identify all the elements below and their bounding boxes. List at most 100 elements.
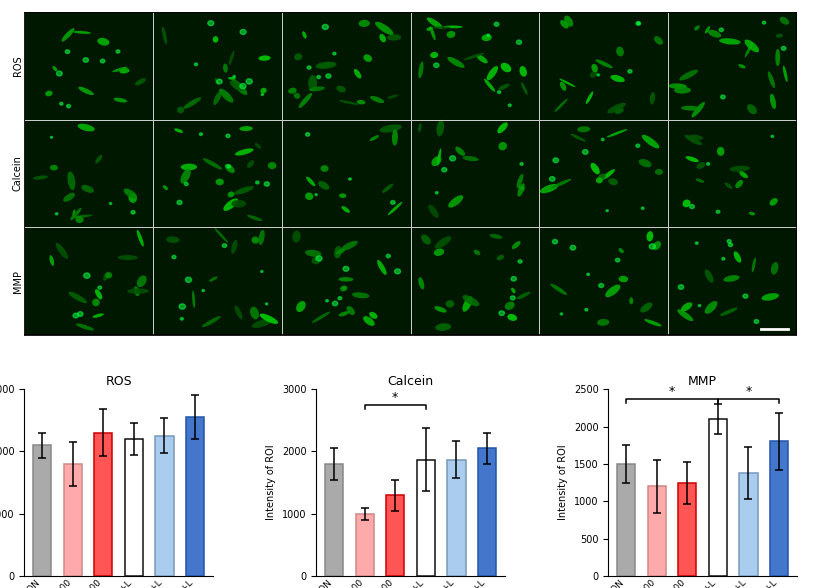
Ellipse shape [339,311,349,316]
Ellipse shape [605,285,620,297]
Ellipse shape [128,193,137,203]
Ellipse shape [112,66,128,72]
Ellipse shape [443,25,463,28]
Bar [709,419,727,576]
Ellipse shape [267,162,276,169]
Bar [539,12,668,119]
Circle shape [208,21,214,26]
Ellipse shape [53,66,58,71]
Ellipse shape [72,209,76,218]
Ellipse shape [312,312,330,323]
Ellipse shape [696,178,704,183]
Ellipse shape [135,78,146,85]
Circle shape [116,50,120,53]
Ellipse shape [341,240,358,250]
Circle shape [615,258,620,262]
Circle shape [552,239,558,244]
Circle shape [83,58,89,62]
Ellipse shape [232,200,246,208]
Ellipse shape [762,293,779,300]
Ellipse shape [447,57,464,68]
Bar [411,12,539,119]
Ellipse shape [352,292,369,298]
Ellipse shape [62,28,75,42]
Ellipse shape [434,306,446,313]
Ellipse shape [437,120,444,136]
Ellipse shape [166,236,180,243]
Ellipse shape [418,123,421,132]
Ellipse shape [259,55,271,61]
Circle shape [199,133,202,135]
Ellipse shape [388,202,402,215]
Ellipse shape [554,99,567,112]
Ellipse shape [650,92,655,105]
Ellipse shape [294,54,302,61]
Ellipse shape [606,129,628,138]
Ellipse shape [177,106,185,113]
Ellipse shape [120,68,129,74]
Ellipse shape [184,98,201,109]
Ellipse shape [229,81,244,91]
Ellipse shape [235,305,242,319]
Ellipse shape [46,91,53,96]
Ellipse shape [213,36,219,43]
Ellipse shape [512,241,520,249]
Text: Calcein: Calcein [13,155,23,191]
Circle shape [50,136,53,138]
Ellipse shape [683,199,690,207]
Circle shape [84,273,90,278]
Circle shape [520,163,523,165]
Ellipse shape [619,248,624,253]
Circle shape [570,245,576,250]
Circle shape [582,149,588,154]
Circle shape [720,95,725,99]
Circle shape [217,79,222,83]
Ellipse shape [380,34,386,42]
Ellipse shape [463,296,472,312]
Bar [668,228,797,335]
Circle shape [131,211,135,214]
Ellipse shape [641,302,653,312]
Ellipse shape [318,181,329,190]
Circle shape [100,59,105,63]
Circle shape [317,75,320,79]
Ellipse shape [752,258,756,272]
Ellipse shape [357,100,365,105]
Ellipse shape [518,186,524,191]
Ellipse shape [180,163,197,171]
Y-axis label: Intensity of ROI: Intensity of ROI [267,445,276,520]
Bar [386,495,404,576]
Ellipse shape [463,295,480,306]
Ellipse shape [231,240,237,254]
Ellipse shape [607,103,626,113]
Circle shape [743,294,748,298]
Ellipse shape [202,158,222,169]
Text: MMP: MMP [13,270,23,293]
Ellipse shape [209,276,218,282]
Ellipse shape [239,126,253,131]
Ellipse shape [474,250,480,255]
Ellipse shape [705,269,714,283]
Ellipse shape [520,66,527,76]
Ellipse shape [137,275,146,287]
Bar [24,12,153,119]
Circle shape [436,192,438,194]
Ellipse shape [224,198,238,211]
Ellipse shape [433,26,450,29]
Ellipse shape [597,319,609,326]
Ellipse shape [382,183,393,193]
Ellipse shape [776,49,780,66]
Ellipse shape [745,39,759,52]
Bar [153,119,282,228]
Ellipse shape [369,312,377,319]
Bar [539,228,668,335]
Circle shape [255,181,259,184]
Circle shape [240,83,246,89]
Circle shape [322,25,328,29]
Ellipse shape [484,79,495,92]
Circle shape [55,213,58,215]
Ellipse shape [654,36,663,45]
Ellipse shape [749,212,755,215]
Circle shape [722,258,725,260]
Ellipse shape [655,169,663,175]
